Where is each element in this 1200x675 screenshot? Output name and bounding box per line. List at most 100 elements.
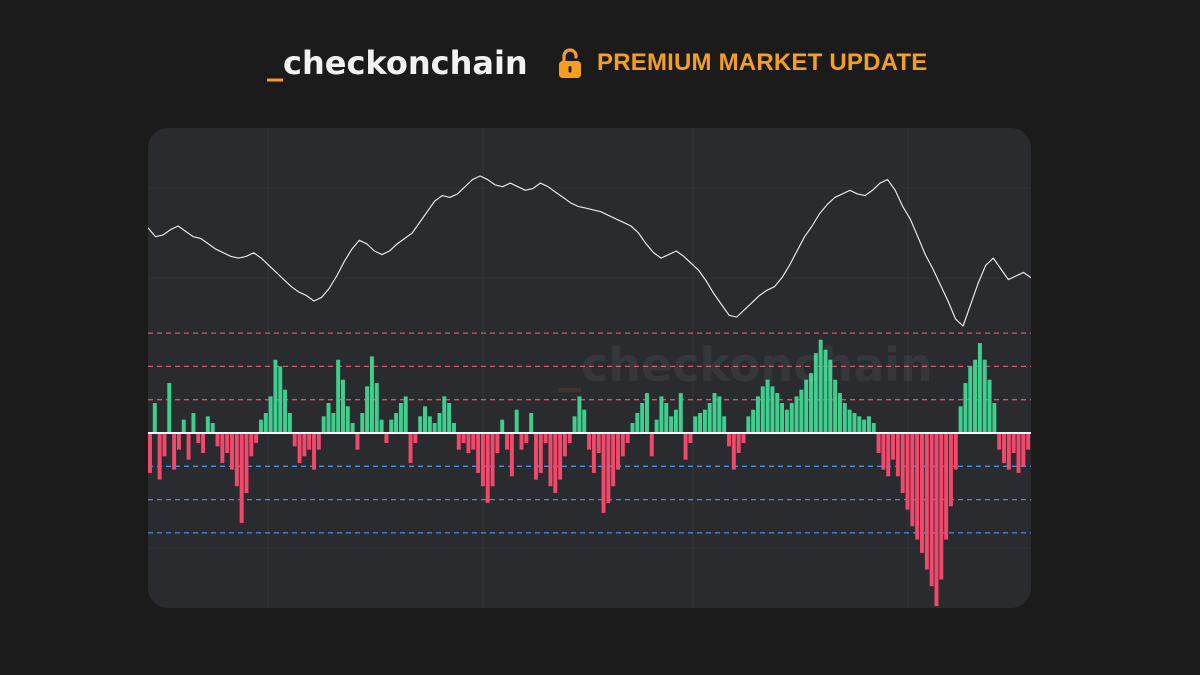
reference-lines [148, 332, 1031, 534]
bar-negative [567, 433, 572, 443]
bar-positive [837, 393, 842, 433]
bar-positive [442, 396, 447, 433]
bar-positive [379, 419, 384, 433]
bar-negative [302, 433, 307, 457]
bar-positive [432, 423, 437, 433]
bar-positive [258, 419, 263, 433]
bar-positive [321, 416, 326, 433]
bar-positive [799, 389, 804, 433]
bar-positive [818, 339, 823, 433]
bar-negative [292, 433, 297, 447]
bar-negative [312, 433, 317, 470]
bar-negative [924, 433, 929, 570]
bar-negative [524, 433, 529, 443]
bar-positive [447, 403, 452, 433]
bar-positive [268, 396, 273, 433]
bar-negative [625, 433, 630, 443]
bar-negative [910, 433, 915, 527]
bar-positive [369, 356, 374, 433]
bar-positive [973, 359, 978, 433]
chart-card: _checkonchain [148, 128, 1031, 608]
bar-positive [326, 403, 331, 433]
bar-negative [1016, 433, 1021, 473]
bar-negative [562, 433, 567, 457]
bar-positive [693, 416, 698, 433]
bar-positive [678, 393, 683, 433]
bar-positive [418, 416, 423, 433]
bar-positive [427, 416, 432, 433]
bar-negative [611, 433, 616, 487]
bar-negative [606, 433, 611, 503]
bar-positive [529, 413, 534, 433]
bar-positive [794, 396, 799, 433]
bar-positive [640, 403, 645, 433]
bar-positive [669, 416, 674, 433]
bar-positive [746, 416, 751, 433]
bar-positive [273, 359, 278, 433]
bar-positive [654, 419, 659, 433]
bar-negative [553, 433, 558, 493]
bar-negative [176, 433, 181, 450]
bar-positive [847, 409, 852, 433]
bar-positive [345, 406, 350, 433]
bar-negative [948, 433, 953, 507]
bar-positive [577, 396, 582, 433]
bar-positive [167, 383, 172, 433]
bar-positive [331, 413, 336, 433]
bar-negative [461, 433, 466, 443]
bar-negative [876, 433, 881, 453]
bar-negative [254, 433, 259, 443]
bar-negative [649, 433, 654, 457]
bar-positive [784, 409, 789, 433]
bar-negative [601, 433, 606, 513]
bar-positive [341, 379, 345, 433]
brand-name: checkonchain [283, 44, 528, 82]
bar-negative [587, 433, 592, 450]
bar-positive [789, 403, 794, 433]
bar-negative [1002, 433, 1007, 463]
bar-negative [201, 433, 206, 453]
bar-negative [471, 433, 476, 450]
bar-negative [934, 433, 939, 607]
bar-positive [722, 416, 727, 433]
bar-negative [249, 433, 254, 457]
bar-positive [205, 416, 210, 433]
bar-negative [543, 433, 548, 443]
bar-negative [186, 433, 191, 460]
bar-positive [360, 413, 365, 433]
bar-negative [596, 433, 601, 453]
bar-negative [741, 433, 746, 443]
bar-positive [210, 423, 215, 433]
bar-negative [915, 433, 920, 540]
bar-negative [548, 433, 553, 487]
bar-negative [1026, 433, 1031, 450]
bar-negative [476, 433, 481, 473]
bar-positive [857, 416, 862, 433]
bar-positive [702, 409, 707, 433]
bar-positive [770, 386, 775, 433]
bar-positive [852, 413, 857, 433]
bar-negative [886, 433, 891, 477]
bar-negative [944, 433, 949, 540]
bar-positive [813, 353, 818, 433]
bar-positive [862, 419, 867, 433]
bar-negative [466, 433, 471, 453]
bar-negative [244, 433, 249, 493]
bar-negative [355, 433, 360, 450]
bar-negative [591, 433, 596, 473]
bar-negative [316, 433, 321, 450]
bar-negative [509, 433, 514, 477]
bar-positive [751, 409, 756, 433]
bar-negative [620, 433, 625, 457]
bar-negative [538, 433, 543, 473]
bar-negative [307, 433, 312, 450]
bar-negative [905, 433, 910, 510]
bar-negative [881, 433, 886, 470]
bar-positive [365, 386, 370, 433]
bar-positive [572, 416, 577, 433]
bar-positive [287, 413, 292, 433]
bar-positive [403, 396, 408, 433]
bar-negative [148, 433, 152, 473]
bar-negative [616, 433, 620, 470]
bar-negative [172, 433, 177, 470]
